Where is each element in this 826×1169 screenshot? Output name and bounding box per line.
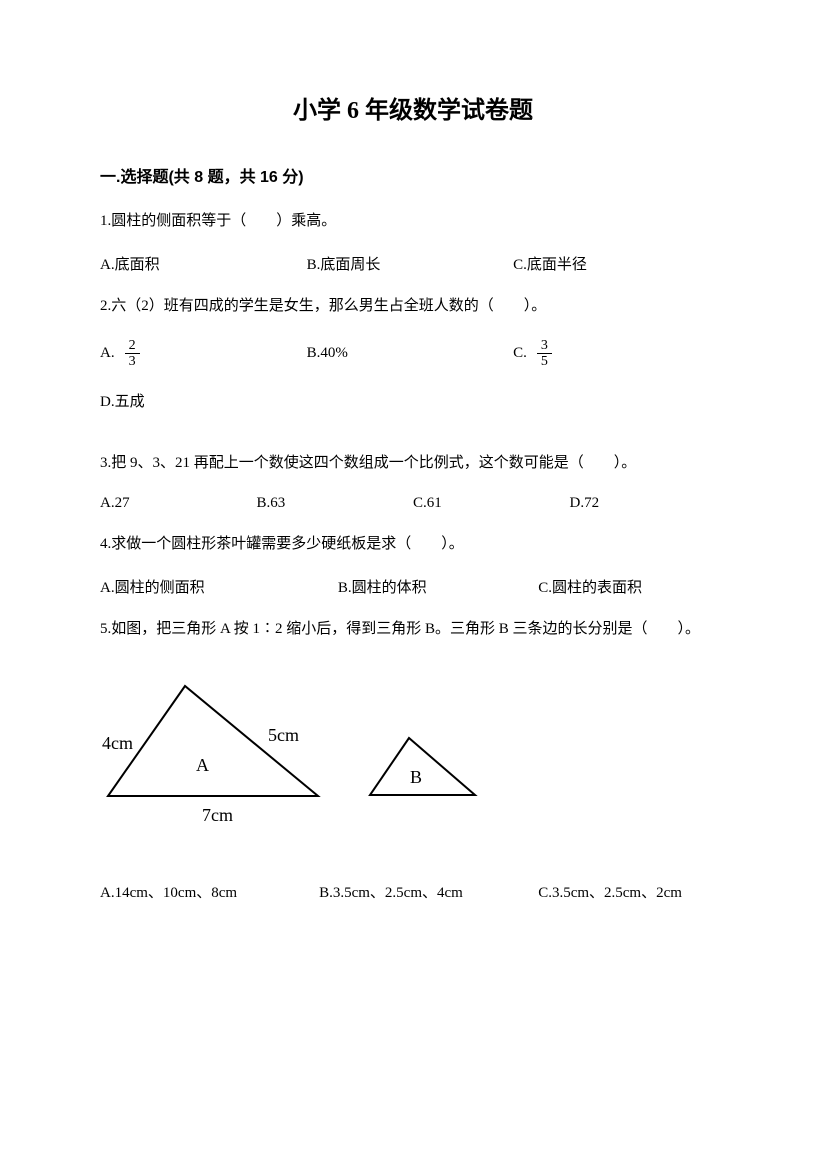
triangle-a: 4cm 5cm A 7cm — [100, 681, 340, 836]
q4-opt-c-text: C.圆柱的表面积 — [538, 576, 642, 597]
q5-opt-a-text: A.14cm、10cm、8cm — [100, 881, 237, 902]
q2-opt-d: D.五成 — [100, 390, 726, 411]
q2-opt-c-prefix: C. — [513, 345, 527, 362]
q3-opt-b: B.63 — [257, 495, 414, 512]
q4-opt-a: A.圆柱的侧面积 — [100, 576, 338, 597]
q5-opt-a: A.14cm、10cm、8cm — [100, 881, 319, 902]
q2-text: 2.六（2）班有四成的学生是女生，那么男生占全班人数的（ ）。 — [100, 294, 726, 318]
q3-opt-c: C.61 — [413, 495, 570, 512]
q4-options: A.圆柱的侧面积 B.圆柱的体积 C.圆柱的表面积 — [100, 576, 726, 597]
q1-text: 1.圆柱的侧面积等于（ ）乘高。 — [100, 209, 726, 233]
q4-opt-b-text: B.圆柱的体积 — [338, 576, 427, 597]
q2-options-row1: A. 2 3 B.40% C. 3 5 — [100, 338, 726, 370]
triangle-a-label-center: A — [196, 755, 209, 775]
triangle-b-shape — [370, 738, 475, 795]
triangle-b: B — [365, 733, 485, 808]
q2-opt-b-text: B.40% — [307, 345, 348, 362]
q2-opt-a-fraction: 2 3 — [125, 338, 140, 370]
q4-opt-b: B.圆柱的体积 — [338, 576, 538, 597]
q5-opt-c-text: C.3.5cm、2.5cm、2cm — [538, 881, 682, 902]
q3-options: A.27 B.63 C.61 D.72 — [100, 495, 726, 512]
q3-text: 3.把 9、3、21 再配上一个数使这四个数组成一个比例式，这个数可能是（ ）。 — [100, 451, 726, 475]
section-1-header: 一.选择题(共 8 题，共 16 分) — [100, 163, 726, 187]
q2-opt-c-fraction: 3 5 — [537, 338, 552, 370]
q3-opt-a: A.27 — [100, 495, 257, 512]
q5-options: A.14cm、10cm、8cm B.3.5cm、2.5cm、4cm C.3.5c… — [100, 881, 726, 902]
q4-text: 4.求做一个圆柱形茶叶罐需要多少硬纸板是求（ ）。 — [100, 532, 726, 556]
q3-opt-a-text: A.27 — [100, 495, 130, 512]
triangle-a-label-left: 4cm — [102, 733, 133, 753]
q1-opt-a-text: A.底面积 — [100, 253, 160, 274]
q1-opt-c: C.底面半径 — [513, 253, 720, 274]
q1-opt-c-text: C.底面半径 — [513, 253, 587, 274]
q5-opt-b: B.3.5cm、2.5cm、4cm — [319, 881, 538, 902]
q4-opt-a-text: A.圆柱的侧面积 — [100, 576, 205, 597]
q4-opt-c: C.圆柱的表面积 — [538, 576, 726, 597]
exam-page: 小学 6 年级数学试卷题 一.选择题(共 8 题，共 16 分) 1.圆柱的侧面… — [0, 0, 826, 982]
q2-opt-a-prefix: A. — [100, 345, 115, 362]
q5-opt-c: C.3.5cm、2.5cm、2cm — [538, 881, 726, 902]
q1-options: A.底面积 B.底面周长 C.底面半径 — [100, 253, 726, 274]
q1-opt-b: B.底面周长 — [307, 253, 514, 274]
q2-opt-a: A. 2 3 — [100, 338, 307, 370]
triangle-b-svg: B — [365, 733, 485, 803]
q3-opt-d-text: D.72 — [570, 495, 600, 512]
q3-opt-d: D.72 — [570, 495, 727, 512]
q3-opt-b-text: B.63 — [257, 495, 286, 512]
q1-opt-b-text: B.底面周长 — [307, 253, 381, 274]
triangle-b-label-center: B — [410, 767, 422, 787]
q2-opt-a-den: 3 — [125, 354, 140, 369]
q3-opt-c-text: C.61 — [413, 495, 442, 512]
triangle-diagram: 4cm 5cm A 7cm B — [100, 671, 726, 831]
q2-opt-c-den: 5 — [537, 354, 552, 369]
page-title: 小学 6 年级数学试卷题 — [100, 90, 726, 125]
triangle-a-svg: 4cm 5cm A 7cm — [100, 681, 340, 831]
q1-opt-a: A.底面积 — [100, 253, 307, 274]
triangle-a-label-right: 5cm — [268, 725, 299, 745]
q2-opt-c: C. 3 5 — [513, 338, 720, 370]
q2-opt-c-num: 3 — [537, 338, 552, 354]
q5-opt-b-text: B.3.5cm、2.5cm、4cm — [319, 881, 463, 902]
q2-opt-a-num: 2 — [125, 338, 140, 354]
triangle-a-label-bottom: 7cm — [202, 805, 233, 825]
q5-text: 5.如图，把三角形 A 按 1∶2 缩小后，得到三角形 B。三角形 B 三条边的… — [100, 617, 726, 641]
q2-opt-b: B.40% — [307, 345, 514, 362]
